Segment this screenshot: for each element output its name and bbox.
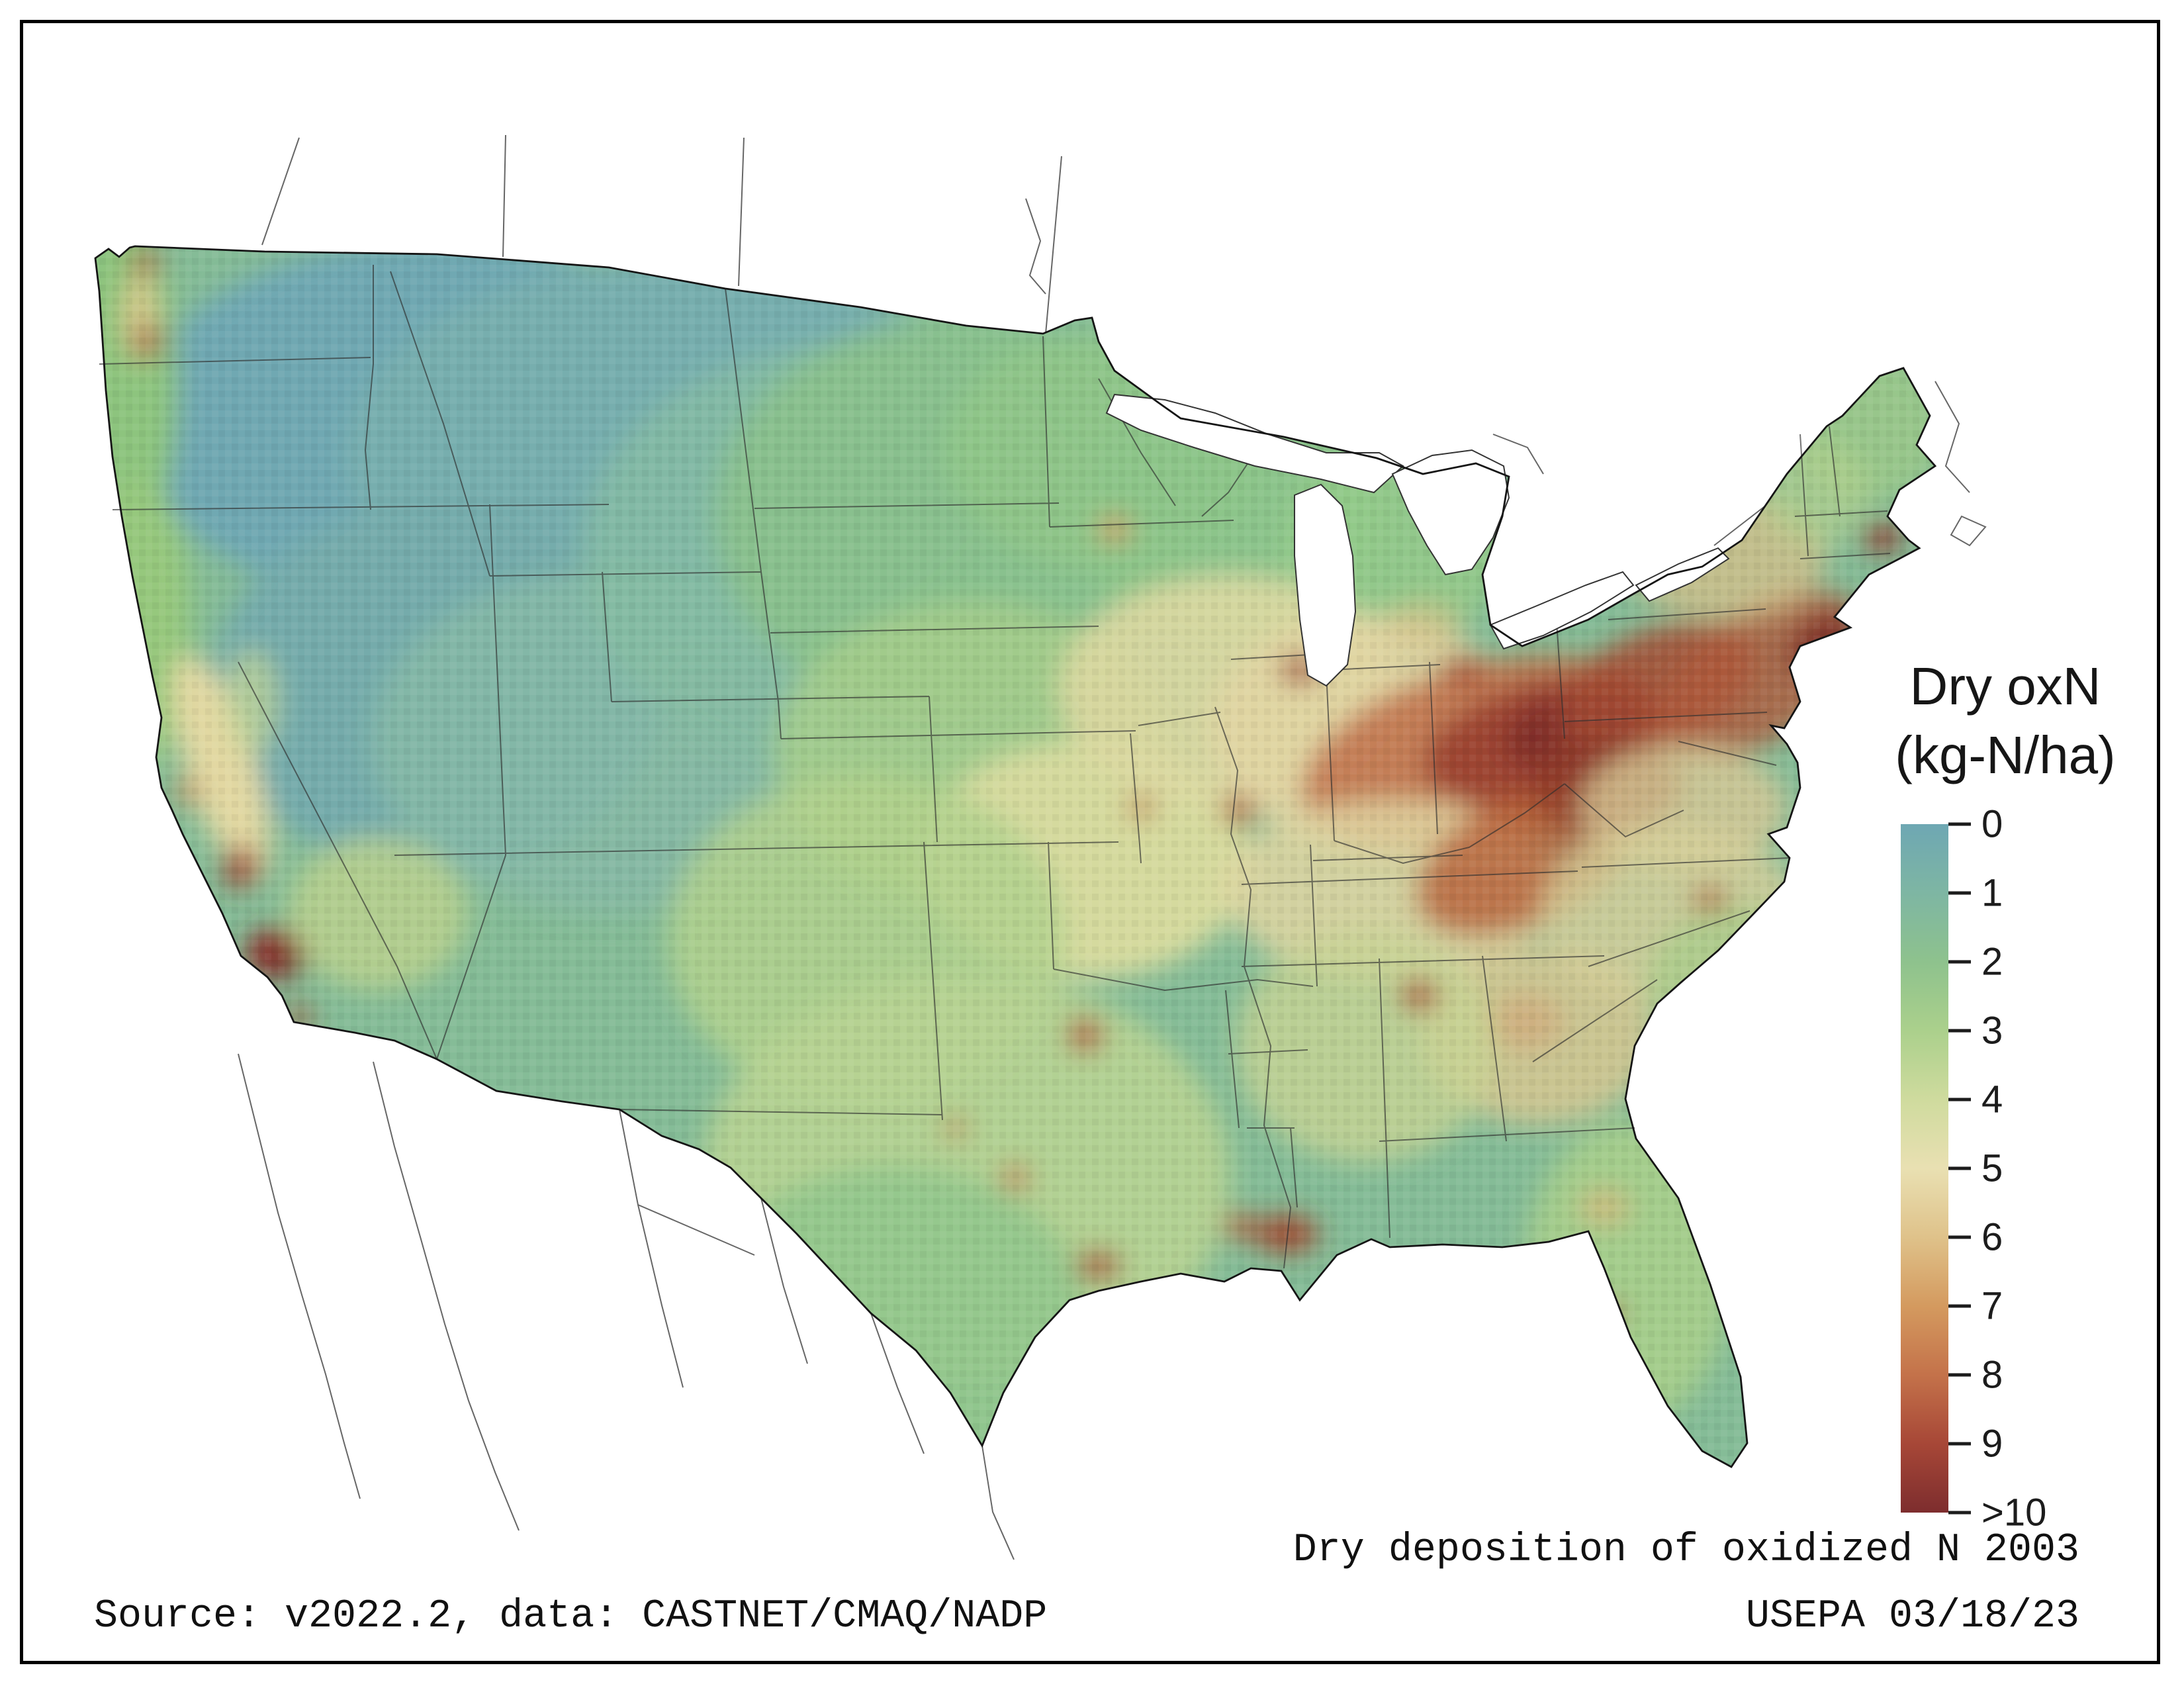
legend-tick: 8 [1948, 1353, 2003, 1397]
tick-label: >10 [1981, 1491, 2047, 1534]
us-deposition-map [94, 134, 1987, 1560]
legend-tick: 7 [1948, 1284, 2003, 1329]
lake-erie [1489, 571, 1635, 650]
tick-mark [1948, 1511, 1971, 1515]
legend-title: Dry oxN (kg-N/ha) [1873, 652, 2138, 790]
tick-label: 7 [1981, 1284, 2003, 1328]
tick-mark [1948, 1029, 1971, 1033]
tick-label: 8 [1981, 1353, 2003, 1397]
tick-mark [1948, 1373, 1971, 1377]
tick-mark [1948, 1304, 1971, 1308]
state-borders [99, 265, 1891, 1269]
tick-label: 0 [1981, 802, 2003, 846]
tick-mark [1948, 1166, 1971, 1170]
legend-title-line2: (kg-N/ha) [1895, 726, 2116, 784]
legend-tick: 0 [1948, 802, 2003, 847]
tick-mark [1948, 1442, 1971, 1446]
plot-border [20, 20, 2160, 1664]
legend-colorbar [1901, 824, 1948, 1513]
source-caption: Source: v2022.2, data: CASTNET/CMAQ/NADP [94, 1594, 1048, 1639]
legend-tick: 2 [1948, 940, 2003, 984]
tick-mark [1948, 960, 1971, 964]
canada-mexico-context [238, 134, 1987, 1560]
tick-label: 9 [1981, 1422, 2003, 1466]
legend-tick: 9 [1948, 1422, 2003, 1466]
lake-huron [1391, 449, 1510, 576]
legend-title-line1: Dry oxN [1909, 657, 2101, 716]
legend-tick: 6 [1948, 1215, 2003, 1260]
tick-label: 1 [1981, 871, 2003, 915]
tick-label: 4 [1981, 1078, 2003, 1121]
lake-michigan [1294, 483, 1357, 687]
legend-ticks: 0 1 2 3 4 5 6 7 8 9 >10 [1948, 803, 2120, 1534]
legend-tick: 5 [1948, 1147, 2003, 1191]
tick-mark [1948, 822, 1971, 826]
tick-label: 3 [1981, 1009, 2003, 1053]
tick-mark [1948, 891, 1971, 895]
tick-mark [1948, 1098, 1971, 1102]
map-caption: Dry deposition of oxidized N 2003 [1293, 1528, 2079, 1573]
lake-ontario [1635, 547, 1730, 602]
tick-mark [1948, 1235, 1971, 1239]
legend-tick: 3 [1948, 1009, 2003, 1053]
tick-label: 6 [1981, 1215, 2003, 1259]
tick-label: 5 [1981, 1147, 2003, 1190]
agency-caption: USEPA 03/18/23 [1745, 1594, 2079, 1639]
us-outline [94, 245, 1937, 1468]
deposition-field [95, 246, 1935, 1467]
tick-label: 2 [1981, 940, 2003, 984]
legend-tick: >10 [1948, 1491, 2046, 1535]
legend-tick: 4 [1948, 1078, 2003, 1122]
legend-tick: 1 [1948, 871, 2003, 915]
